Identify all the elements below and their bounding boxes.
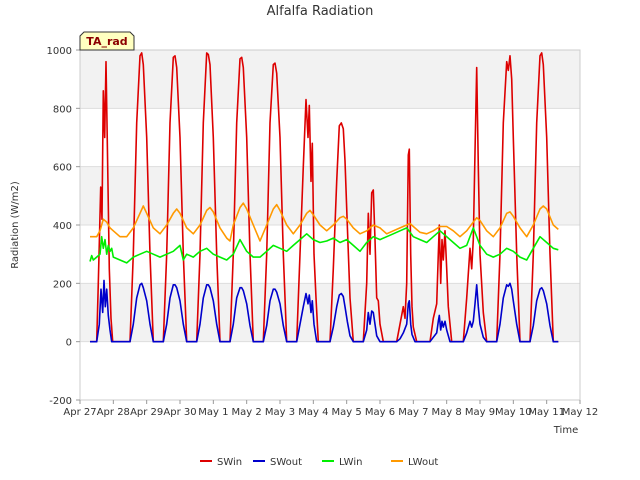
y-tick-label: -200 [49,396,72,407]
y-tick-label: 1000 [47,46,72,57]
x-tick-label: Apr 27 [63,407,96,418]
x-tick-label: Apr 30 [163,407,196,418]
legend: SWin SWout LWin LWout [200,457,438,468]
legend-label: SWout [270,457,302,468]
background-band [80,166,580,225]
x-tick-label: May 5 [332,407,362,418]
y-tick-label: 0 [66,338,72,349]
x-tick-label: May 8 [432,407,462,418]
x-tick-label: May 11 [528,407,565,418]
x-tick-label: Apr 29 [130,407,163,418]
station-badge: TA_rad [79,31,135,51]
legend-label: SWin [217,457,242,468]
x-tick-label: May 6 [365,407,395,418]
series-line-swin [90,52,559,343]
y-tick-label: 400 [53,221,72,232]
y-axis-title: Radiation (W/m2) [10,181,21,269]
y-tick-label: 600 [53,163,72,174]
x-tick-label: May 3 [265,407,295,418]
badge-shape [79,31,135,51]
x-tick-label: May 12 [562,407,599,418]
y-axis-ticks: -200 0 200 400 600 800 1000 [47,46,80,407]
series-line-swout [90,279,559,343]
x-tick-label: May 1 [198,407,228,418]
series-line-lwout [90,202,559,242]
x-tick-label: May 9 [465,407,495,418]
x-tick-label: May 4 [298,407,328,418]
x-axis-title: Time [553,425,578,436]
background-band [80,50,580,109]
y-tick-label: 800 [53,104,72,115]
y-tick-label: 200 [53,279,72,290]
chart-title: Alfalfa Radiation [267,4,374,19]
series-lines [89,52,559,343]
legend-label: LWout [408,457,438,468]
background-bands [80,50,580,342]
legend-label: LWin [339,457,362,468]
x-tick-label: May 7 [398,407,428,418]
series-line-lwin [89,227,559,264]
x-tick-label: Apr 28 [97,407,130,418]
x-tick-label: May 2 [232,407,262,418]
badge-label: TA_rad [86,35,127,48]
x-tick-label: May 10 [495,407,532,418]
